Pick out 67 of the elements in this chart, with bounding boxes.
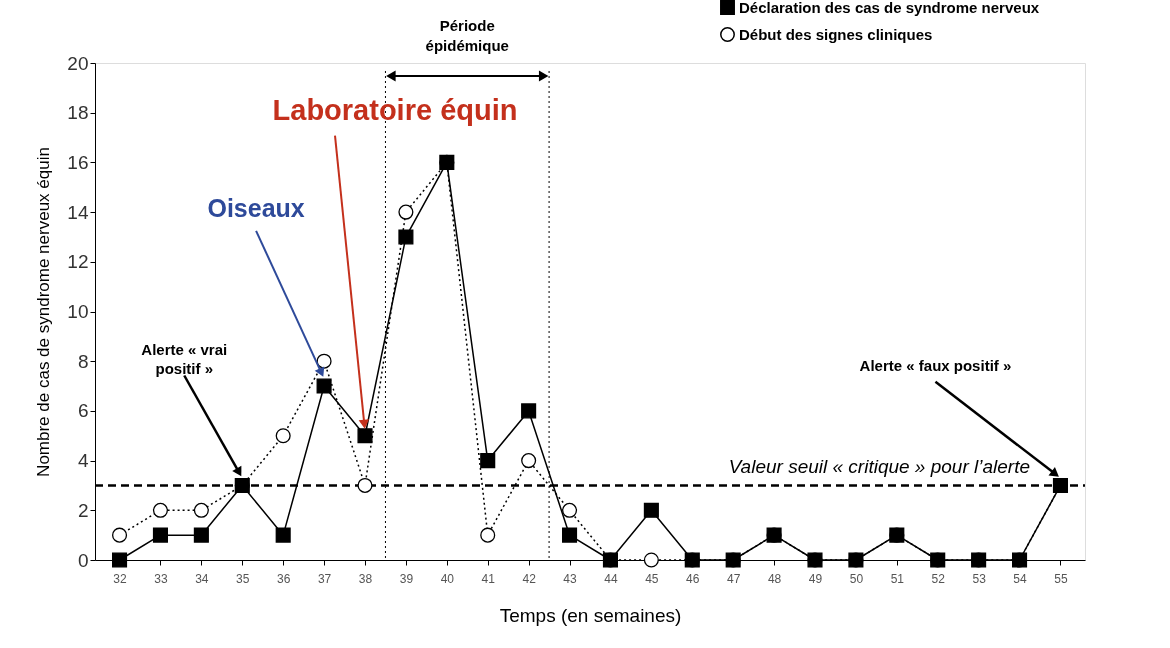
point (521, 403, 537, 419)
x-tick-label: 49 (808, 571, 823, 586)
x-tick-label: 54 (1013, 571, 1028, 586)
x-tick-label: 52 (931, 571, 946, 586)
x-tick-label: 34 (195, 571, 209, 586)
annotation: Laboratoire équin (272, 93, 518, 126)
point (112, 527, 128, 543)
point (112, 552, 128, 568)
point (275, 428, 291, 444)
x-tick-label: 42 (522, 571, 537, 586)
point (357, 477, 373, 493)
x-tick-label: 35 (236, 571, 250, 586)
x-tick-label: 37 (317, 571, 332, 586)
annotation: Alerte « faux positif » (859, 356, 1012, 374)
x-tick-label: 40 (440, 571, 455, 586)
point (480, 453, 496, 469)
y-tick-label: 6 (77, 400, 89, 422)
point (316, 378, 332, 394)
x-axis-title: Temps (en semaines) (499, 604, 682, 626)
x-tick-label: 39 (399, 571, 414, 586)
x-tick-label: 32 (113, 571, 128, 586)
x-tick-label: 33 (154, 571, 168, 586)
x-tick-label: 46 (686, 571, 700, 586)
x-tick-label: 47 (727, 571, 741, 586)
point (562, 527, 578, 543)
point (398, 204, 414, 220)
point (521, 453, 537, 469)
point (562, 502, 578, 518)
x-tick-label: 50 (849, 571, 864, 586)
y-tick-label: 18 (67, 102, 89, 124)
y-tick-label: 14 (67, 201, 89, 223)
y-tick-label: 16 (67, 151, 89, 173)
legend-label: Début des signes cliniques (739, 25, 933, 43)
point (316, 353, 332, 369)
y-tick-label: 12 (67, 251, 89, 273)
point (152, 502, 168, 518)
x-tick-label: 55 (1054, 571, 1068, 586)
y-tick-label: 10 (67, 301, 89, 322)
x-tick-label: 36 (277, 571, 291, 586)
x-tick-label: 48 (767, 571, 782, 586)
x-tick-label: 51 (890, 571, 905, 586)
x-tick-label: 43 (563, 571, 578, 586)
legend-label: Déclaration des cas de syndrome nerveux (739, 0, 1040, 16)
x-tick-label: 38 (358, 571, 373, 586)
x-tick-label: 41 (481, 571, 496, 586)
y-tick-label: 8 (77, 350, 89, 372)
x-tick-label: 45 (645, 571, 659, 586)
ref-line-label: Valeur seuil « critique » pour l’alerte (728, 456, 1030, 478)
point (193, 502, 209, 518)
y-tick-label: 0 (77, 549, 89, 571)
x-tick-label: 53 (972, 571, 987, 586)
text: Période épidémique (425, 17, 509, 54)
point (398, 229, 414, 245)
point (357, 428, 373, 444)
point (275, 527, 291, 543)
y-axis-title: Nombre de cas de syndrome nerveux équin (34, 147, 54, 477)
point (193, 527, 209, 543)
point (152, 527, 168, 543)
point (643, 502, 659, 518)
point (480, 527, 496, 543)
y-tick-label: 4 (77, 450, 89, 472)
annotation: Oiseaux (207, 193, 305, 222)
annotation: Alerte « vrai positif » (141, 340, 228, 378)
y-tick-label: 2 (77, 499, 89, 521)
x-tick-label: 44 (604, 571, 618, 586)
point (643, 552, 659, 568)
y-tick-label: 20 (67, 52, 89, 74)
